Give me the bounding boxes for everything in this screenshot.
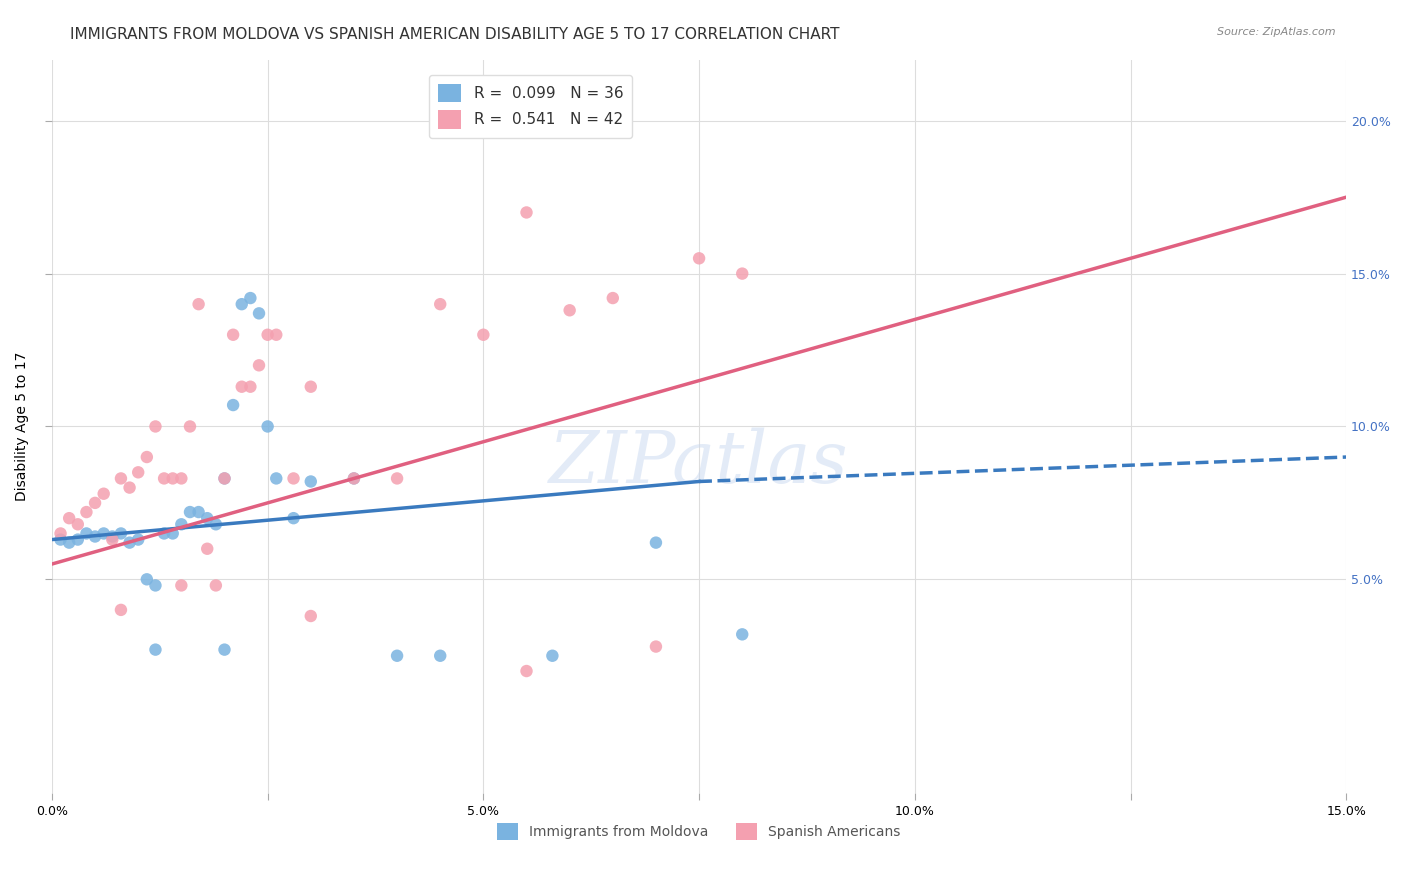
Point xyxy=(75,505,97,519)
Point xyxy=(101,529,124,543)
Point xyxy=(135,450,157,464)
Point xyxy=(170,517,193,532)
Point xyxy=(66,517,89,532)
Point xyxy=(283,511,305,525)
Point xyxy=(153,471,176,485)
Point xyxy=(145,578,167,592)
Point xyxy=(385,648,408,663)
Point xyxy=(127,533,149,547)
Point xyxy=(602,291,624,305)
Point xyxy=(49,526,72,541)
Point xyxy=(93,486,115,500)
Point xyxy=(195,541,218,556)
Point xyxy=(299,609,322,624)
Point xyxy=(558,303,581,318)
Point xyxy=(515,664,537,678)
Point xyxy=(162,526,184,541)
Point xyxy=(688,252,710,266)
Point xyxy=(231,380,253,394)
Point xyxy=(58,535,80,549)
Point xyxy=(110,603,132,617)
Point xyxy=(731,267,754,281)
Text: Source: ZipAtlas.com: Source: ZipAtlas.com xyxy=(1218,27,1336,37)
Point xyxy=(179,419,201,434)
Point xyxy=(187,297,209,311)
Point xyxy=(239,291,262,305)
Point xyxy=(239,380,262,394)
Point xyxy=(145,419,167,434)
Point xyxy=(299,380,322,394)
Point xyxy=(153,526,176,541)
Point xyxy=(101,533,124,547)
Point xyxy=(645,535,668,549)
Point xyxy=(66,533,89,547)
Point xyxy=(214,471,236,485)
Point xyxy=(385,471,408,485)
Point xyxy=(93,526,115,541)
Point xyxy=(110,471,132,485)
Point xyxy=(231,297,253,311)
Point xyxy=(195,511,218,525)
Point xyxy=(205,517,228,532)
Point xyxy=(205,578,228,592)
Point xyxy=(299,475,322,489)
Text: ZIPatlas: ZIPatlas xyxy=(550,428,849,499)
Point xyxy=(645,640,668,654)
Point xyxy=(343,471,366,485)
Point xyxy=(731,627,754,641)
Point xyxy=(179,505,201,519)
Point xyxy=(170,471,193,485)
Point xyxy=(283,471,305,485)
Point xyxy=(541,648,564,663)
Point xyxy=(222,327,245,342)
Point xyxy=(84,529,107,543)
Point xyxy=(170,578,193,592)
Point xyxy=(256,327,278,342)
Point xyxy=(256,419,278,434)
Point xyxy=(49,533,72,547)
Point xyxy=(145,642,167,657)
Legend: Immigrants from Moldova, Spanish Americans: Immigrants from Moldova, Spanish America… xyxy=(492,817,907,845)
Point xyxy=(247,306,270,320)
Point xyxy=(75,526,97,541)
Point xyxy=(343,471,366,485)
Point xyxy=(135,572,157,586)
Point xyxy=(222,398,245,412)
Point xyxy=(110,526,132,541)
Text: IMMIGRANTS FROM MOLDOVA VS SPANISH AMERICAN DISABILITY AGE 5 TO 17 CORRELATION C: IMMIGRANTS FROM MOLDOVA VS SPANISH AMERI… xyxy=(70,27,839,42)
Point xyxy=(84,496,107,510)
Point xyxy=(214,471,236,485)
Point xyxy=(264,471,287,485)
Point xyxy=(162,471,184,485)
Point xyxy=(187,505,209,519)
Y-axis label: Disability Age 5 to 17: Disability Age 5 to 17 xyxy=(15,351,30,501)
Point xyxy=(247,359,270,373)
Point xyxy=(127,466,149,480)
Point xyxy=(429,297,451,311)
Point xyxy=(264,327,287,342)
Point xyxy=(214,642,236,657)
Point xyxy=(472,327,495,342)
Point xyxy=(58,511,80,525)
Point xyxy=(118,481,141,495)
Point xyxy=(515,205,537,219)
Point xyxy=(429,648,451,663)
Point xyxy=(118,535,141,549)
